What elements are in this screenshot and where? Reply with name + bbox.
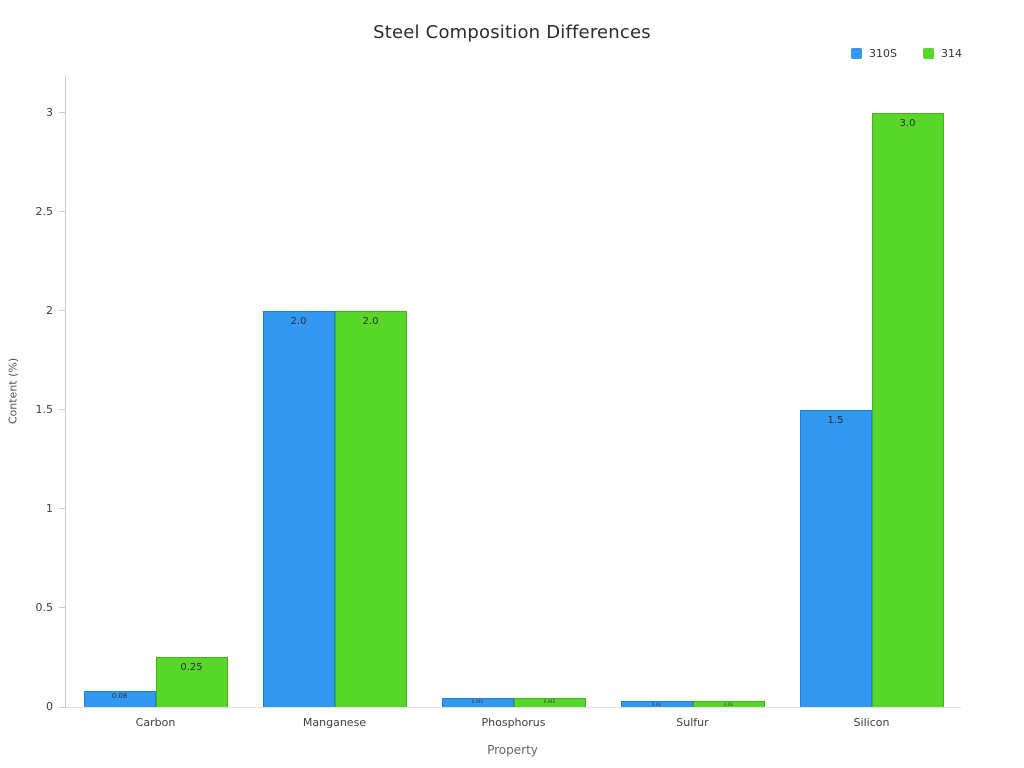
y-axis-tick-label: 0.5 [35, 600, 54, 614]
y-axis-tick-label: 3 [46, 105, 53, 119]
y-axis-tick [59, 112, 65, 114]
x-axis-tick-label: Manganese [302, 716, 367, 729]
bar-value-label: 0.03 [724, 702, 733, 707]
x-axis-tick-label: Sulfur [676, 716, 709, 729]
y-axis-tick [59, 508, 65, 510]
legend-swatch-icon [851, 48, 863, 59]
y-axis-tick-label: 1.5 [35, 402, 54, 416]
bar-314-sulfur: 0.03 [692, 701, 765, 707]
bar-310S-silicon: 1.5 [799, 409, 872, 707]
bar-310S-manganese: 2.0 [262, 310, 335, 707]
bar-314-phosphorus: 0.045 [513, 698, 586, 707]
y-axis-tick [59, 211, 65, 213]
bar-value-label: 0.25 [180, 662, 203, 674]
bar-value-label: 0.045 [471, 699, 484, 705]
y-axis-tick-label: 1 [46, 501, 53, 515]
bar-314-silicon: 3.0 [871, 112, 944, 707]
y-axis-tick-label: 2 [46, 303, 53, 317]
plot-area: 0 0.5 1 1.5 2 2.5 3 0.08 0.25 Carbon 2.0 2.0 Mangane… [36, 75, 961, 729]
y-axis-tick [59, 409, 65, 411]
x-axis-tick-label: Carbon [135, 716, 176, 729]
bar-310S-carbon: 0.08 [83, 691, 156, 707]
legend-label: 310S [869, 47, 897, 60]
bar-value-label: 2.0 [290, 315, 307, 327]
bar-value-label: 1.5 [827, 414, 844, 426]
y-axis-tick [59, 310, 65, 312]
legend-item-314: 314 [923, 47, 962, 60]
y-axis-tick [59, 607, 65, 609]
legend-item-310S: 310S [851, 47, 897, 60]
bar-value-label: 0.045 [543, 699, 556, 705]
bar-314-carbon: 0.25 [155, 657, 228, 707]
bar-value-label: 3.0 [899, 117, 916, 129]
y-axis-tick-label: 2.5 [35, 204, 54, 218]
chart-title: Steel Composition Differences [373, 22, 651, 43]
bar-310S-phosphorus: 0.045 [441, 698, 514, 707]
bar-value-label: 2.0 [362, 315, 379, 327]
x-axis-tick-label: Silicon [853, 716, 890, 729]
x-axis-tick-label: Phosphorus [481, 716, 546, 729]
y-axis-tick [59, 706, 65, 708]
x-axis-title: Property [487, 743, 538, 757]
bar-value-label: 0.03 [652, 702, 661, 707]
legend-label: 314 [941, 47, 962, 60]
legend-swatch-icon [923, 48, 934, 59]
y-axis-tick-label: 0 [46, 700, 53, 713]
bar-value-label: 0.08 [111, 692, 128, 701]
legend: 310S 314 [851, 47, 962, 60]
bar-314-manganese: 2.0 [334, 310, 407, 707]
bar-310S-sulfur: 0.03 [620, 701, 693, 707]
